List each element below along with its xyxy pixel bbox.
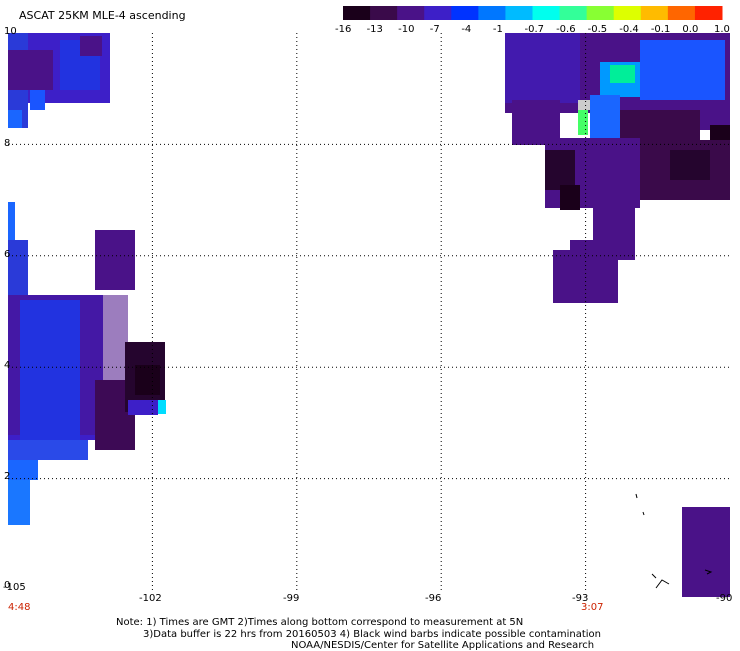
data-swath-northeast xyxy=(505,33,730,303)
data-swath-west xyxy=(8,202,166,525)
colorbar-tick-label: -0.4 xyxy=(619,24,639,35)
end-time-label: 3:07 xyxy=(581,602,604,613)
colorbar xyxy=(343,6,723,20)
colorbar-segment xyxy=(343,6,371,20)
map-title: ASCAT 25KM MLE-4 ascending xyxy=(19,9,186,22)
colorbar-segment xyxy=(586,6,615,20)
colorbar-tick-label: 0.0 xyxy=(682,24,699,35)
colorbar-segment xyxy=(478,6,506,20)
colorbar-tick-label: -7 xyxy=(429,24,440,35)
colorbar-segment xyxy=(532,6,561,20)
colorbar-segment xyxy=(397,6,425,20)
colorbar-tick-label: -0.5 xyxy=(587,24,608,35)
x-tick-label: -102 xyxy=(139,593,162,604)
y-tick-label: 4 xyxy=(4,360,11,371)
colorbar-tick-label: -0.6 xyxy=(556,24,576,35)
colorbar-segment xyxy=(667,6,696,20)
y-tick-label: 2 xyxy=(4,471,11,482)
y-tick-label: 6 xyxy=(4,249,11,260)
data-swath-northwest xyxy=(8,33,110,128)
data-swath-southeast xyxy=(682,507,730,597)
note-line-1: Note: 1) Times are GMT 2)Times along bot… xyxy=(116,617,524,628)
colorbar-segment xyxy=(694,6,723,20)
colorbar-tick-label: -0.7 xyxy=(524,24,545,35)
colorbar-segment xyxy=(613,6,642,20)
colorbar-segment xyxy=(451,6,479,20)
colorbar-segment xyxy=(424,6,452,20)
x-tick-label: -90 xyxy=(716,593,733,604)
colorbar-segment xyxy=(559,6,588,20)
y-tick-label: 10 xyxy=(4,26,17,37)
map-gridlines xyxy=(8,33,730,590)
colorbar-tick-label: -16 xyxy=(335,24,352,35)
colorbar-tick-label: -13 xyxy=(366,24,383,35)
start-time-label: 4:48 xyxy=(8,602,31,613)
x-tick-label: -96 xyxy=(425,593,442,604)
y-tick-label: 8 xyxy=(4,138,11,149)
note-line-3: NOAA/NESDIS/Center for Satellite Applica… xyxy=(291,640,595,651)
colorbar-tick-label: -4 xyxy=(461,24,472,35)
x-tick-label: -105 xyxy=(3,582,26,593)
colorbar-tick-label: 1.0 xyxy=(714,24,730,35)
x-tick-label: -93 xyxy=(572,593,589,604)
wind-barbs xyxy=(635,493,713,589)
note-line-2: 3)Data buffer is 22 hrs from 20160503 4)… xyxy=(143,629,601,640)
colorbar-segment xyxy=(505,6,533,20)
colorbar-segment xyxy=(370,6,398,20)
y-tick-label: 0 xyxy=(4,580,11,591)
colorbar-tick-label: -1 xyxy=(492,24,503,35)
x-tick-label: -99 xyxy=(283,593,300,604)
colorbar-segment xyxy=(640,6,669,20)
colorbar-tick-label: -10 xyxy=(398,24,415,35)
colorbar-tick-label: -0.1 xyxy=(650,24,671,35)
